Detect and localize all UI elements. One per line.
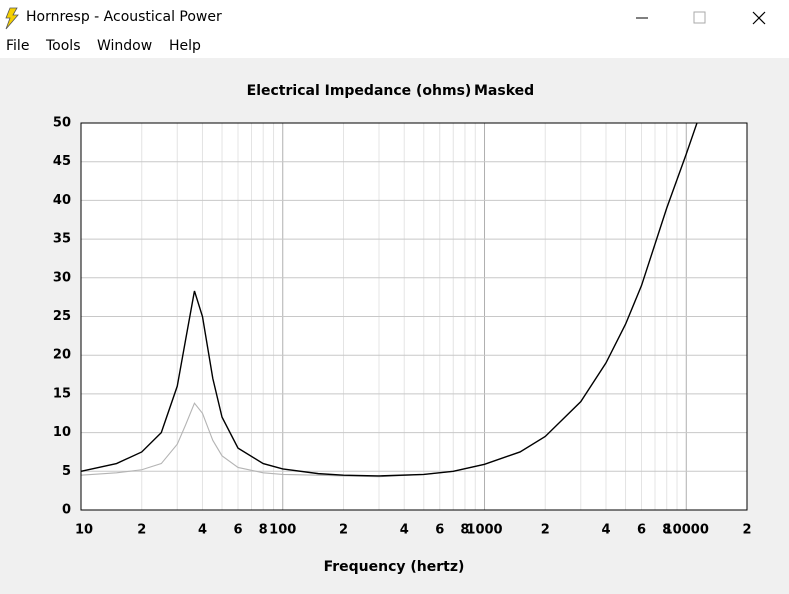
- y-tick-label: 50: [53, 116, 71, 131]
- x-tick-label: 6: [435, 523, 444, 538]
- line-series: [80, 402, 485, 478]
- line-series: [80, 122, 698, 477]
- close-button[interactable]: [752, 11, 766, 25]
- y-tick-label: 10: [53, 425, 71, 440]
- window-title: Hornresp - Acoustical Power: [26, 9, 222, 25]
- x-tick-label: 1000: [466, 523, 502, 538]
- menu-item[interactable]: Window: [97, 38, 152, 54]
- x-tick-label: 6: [637, 523, 646, 538]
- x-tick-label: 2: [137, 523, 146, 538]
- x-tick-label: 8: [460, 523, 469, 538]
- x-axis-label: Frequency (hertz): [324, 559, 465, 575]
- menu-bar: [0, 34, 789, 58]
- x-tick-label: 100: [269, 523, 296, 538]
- chart-title: Electrical Impedance (ohms): [247, 83, 472, 99]
- x-tick-label: 4: [601, 523, 610, 538]
- y-tick-label: 35: [53, 232, 71, 247]
- x-tick-label: 10: [75, 523, 93, 538]
- y-tick-label: 5: [62, 464, 71, 479]
- y-tick-label: 15: [53, 386, 71, 401]
- y-tick-label: 30: [53, 270, 71, 285]
- x-tick-label: 10000: [664, 523, 709, 538]
- title-bar: [0, 0, 789, 34]
- y-tick-label: 25: [53, 309, 71, 324]
- x-tick-label: 4: [400, 523, 409, 538]
- x-tick-label: 8: [259, 523, 268, 538]
- y-tick-label: 40: [53, 193, 71, 208]
- maximize-button[interactable]: [693, 11, 706, 24]
- chart-subtitle: Masked: [474, 83, 534, 99]
- y-tick-label: 20: [53, 348, 71, 363]
- x-tick-label: 2: [339, 523, 348, 538]
- y-tick-label: 45: [53, 154, 71, 169]
- y-tick-label: 0: [62, 503, 71, 518]
- menu-item[interactable]: Help: [169, 38, 201, 54]
- plot-frame: [80, 122, 748, 511]
- x-tick-label: 2: [742, 523, 751, 538]
- x-tick-label: 8: [662, 523, 671, 538]
- app-icon: [5, 7, 19, 30]
- menu-item[interactable]: Tools: [45, 38, 81, 54]
- menu-item[interactable]: File: [6, 38, 29, 54]
- x-tick-label: 6: [233, 523, 242, 538]
- x-tick-label: 4: [198, 523, 207, 538]
- x-tick-label: 2: [541, 523, 550, 538]
